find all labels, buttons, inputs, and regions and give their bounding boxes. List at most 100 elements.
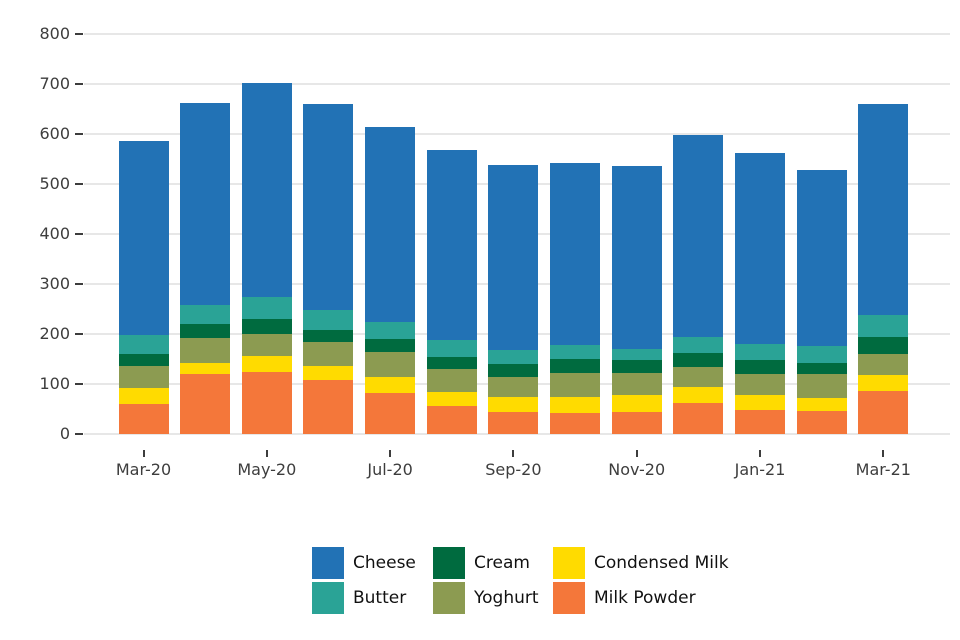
bar-segment-milk-powder-jun-20[interactable] [303, 379, 354, 434]
bar-segment-milk-powder-jul-20[interactable] [365, 392, 416, 434]
y-axis-label-400: 400 [39, 223, 70, 243]
bar-segment-butter-may-20[interactable] [241, 297, 292, 319]
gridline-y-700 [84, 82, 950, 85]
bar-segment-yoghurt-oct-20[interactable] [550, 372, 601, 397]
bar-segment-milk-powder-may-20[interactable] [241, 371, 292, 434]
bar-segment-cheese-nov-20[interactable] [611, 166, 662, 349]
y-axis-tick-300 [75, 282, 83, 285]
legend-label-yoghurt: Yoghurt [474, 588, 539, 608]
bar-segment-butter-jul-20[interactable] [365, 321, 416, 339]
bar-segment-cheese-mar-21[interactable] [858, 103, 909, 315]
bar-segment-cheese-dec-20[interactable] [673, 135, 724, 337]
bar-segment-cheese-may-20[interactable] [241, 82, 292, 297]
bar-segment-butter-nov-20[interactable] [611, 348, 662, 360]
bar-segment-yoghurt-jul-20[interactable] [365, 352, 416, 377]
bar-segment-condensed-milk-mar-20[interactable] [118, 387, 169, 404]
bar-segment-milk-powder-mar-20[interactable] [118, 403, 169, 434]
bar-segment-cream-jun-20[interactable] [303, 329, 354, 342]
bar-segment-butter-jun-20[interactable] [303, 310, 354, 330]
bar-segment-butter-mar-20[interactable] [118, 334, 169, 354]
x-axis-tick-mar-21 [882, 450, 885, 457]
bar-segment-condensed-milk-mar-21[interactable] [858, 375, 909, 391]
bar-segment-cheese-jun-20[interactable] [303, 103, 354, 310]
bar-segment-cheese-feb-21[interactable] [796, 169, 847, 346]
y-axis-label-100: 100 [39, 373, 70, 393]
bar-segment-cheese-apr-20[interactable] [180, 103, 231, 305]
bar-segment-yoghurt-feb-21[interactable] [796, 374, 847, 398]
legend-swatch-cream [433, 547, 465, 579]
bar-segment-cheese-jan-21[interactable] [735, 153, 785, 344]
bar-segment-milk-powder-sep-20[interactable] [488, 411, 539, 434]
bar-segment-condensed-milk-dec-20[interactable] [673, 386, 724, 403]
legend-label-milk-powder: Milk Powder [594, 588, 696, 608]
bar-segment-cheese-aug-20[interactable] [426, 150, 477, 340]
bar-segment-butter-aug-20[interactable] [426, 340, 477, 357]
bar-segment-cream-mar-20[interactable] [118, 353, 169, 366]
legend-swatch-condensed-milk [553, 547, 585, 579]
x-axis-label-mar-21: Mar-21 [855, 460, 911, 479]
bar-segment-yoghurt-nov-20[interactable] [611, 372, 662, 395]
bar-segment-milk-powder-oct-20[interactable] [550, 412, 601, 434]
x-axis-label-nov-20: Nov-20 [608, 460, 666, 479]
bar-segment-condensed-milk-may-20[interactable] [241, 356, 292, 372]
bar-segment-yoghurt-may-20[interactable] [241, 333, 292, 356]
bar-segment-milk-powder-aug-20[interactable] [426, 406, 477, 434]
bar-segment-milk-powder-jan-21[interactable] [735, 409, 785, 434]
bar-segment-condensed-milk-sep-20[interactable] [488, 396, 539, 412]
y-axis-label-800: 800 [39, 23, 70, 43]
bar-segment-cream-jan-21[interactable] [735, 359, 785, 374]
bar-segment-yoghurt-dec-20[interactable] [673, 367, 724, 387]
bar-segment-yoghurt-jun-20[interactable] [303, 342, 354, 366]
bar-segment-yoghurt-sep-20[interactable] [488, 376, 539, 397]
bar-segment-condensed-milk-apr-20[interactable] [180, 362, 231, 374]
bar-segment-condensed-milk-aug-20[interactable] [426, 391, 477, 406]
bar-segment-cheese-jul-20[interactable] [365, 127, 416, 322]
y-axis-label-700: 700 [39, 73, 70, 93]
bar-segment-condensed-milk-oct-20[interactable] [550, 396, 601, 413]
bar-segment-cheese-oct-20[interactable] [550, 163, 601, 345]
bar-segment-butter-sep-20[interactable] [488, 350, 539, 364]
bar-segment-butter-feb-21[interactable] [796, 346, 847, 363]
y-axis-label-300: 300 [39, 273, 70, 293]
bar-segment-cream-may-20[interactable] [241, 319, 292, 334]
bar-segment-condensed-milk-jul-20[interactable] [365, 377, 416, 393]
bar-segment-cheese-sep-20[interactable] [488, 165, 539, 350]
bar-segment-cream-mar-21[interactable] [858, 337, 909, 354]
bar-segment-yoghurt-jan-21[interactable] [735, 373, 785, 395]
bar-segment-cream-jul-20[interactable] [365, 339, 416, 352]
bar-segment-condensed-milk-feb-21[interactable] [796, 398, 847, 411]
bar-segment-condensed-milk-jun-20[interactable] [303, 365, 354, 380]
bar-segment-yoghurt-mar-20[interactable] [118, 365, 169, 388]
x-axis-label-jan-21: Jan-21 [734, 460, 786, 479]
bar-segment-milk-powder-feb-21[interactable] [796, 410, 847, 434]
x-axis-tick-jul-20 [389, 450, 392, 457]
x-axis-tick-jan-21 [759, 450, 761, 457]
x-axis-tick-mar-20 [142, 450, 145, 457]
bar-segment-cream-apr-20[interactable] [180, 323, 231, 338]
bar-segment-cream-nov-20[interactable] [611, 360, 662, 373]
y-axis-tick-800 [75, 32, 83, 35]
bar-segment-condensed-milk-jan-21[interactable] [735, 395, 785, 410]
bar-segment-yoghurt-apr-20[interactable] [180, 337, 231, 363]
bar-segment-cheese-mar-20[interactable] [118, 140, 169, 335]
bar-segment-yoghurt-mar-21[interactable] [858, 353, 909, 375]
bar-segment-butter-jan-21[interactable] [735, 343, 785, 360]
bar-segment-butter-apr-20[interactable] [180, 305, 231, 324]
bar-segment-yoghurt-aug-20[interactable] [426, 369, 477, 392]
y-axis-tick-400 [75, 232, 83, 235]
bar-segment-condensed-milk-nov-20[interactable] [611, 395, 662, 412]
bar-segment-butter-oct-20[interactable] [550, 345, 601, 359]
bar-segment-milk-powder-nov-20[interactable] [611, 411, 662, 434]
bar-segment-cream-aug-20[interactable] [426, 356, 477, 369]
bar-segment-cream-feb-21[interactable] [796, 362, 847, 374]
bar-segment-milk-powder-mar-21[interactable] [858, 391, 909, 434]
bar-segment-butter-mar-21[interactable] [858, 315, 909, 337]
bar-segment-milk-powder-apr-20[interactable] [180, 374, 231, 434]
bar-segment-butter-dec-20[interactable] [673, 336, 724, 353]
bar-segment-cream-sep-20[interactable] [488, 364, 539, 377]
bar-segment-milk-powder-dec-20[interactable] [673, 402, 724, 434]
bar-segment-cream-dec-20[interactable] [673, 352, 724, 367]
y-axis-tick-500 [75, 182, 83, 185]
bar-segment-cream-oct-20[interactable] [550, 359, 601, 373]
